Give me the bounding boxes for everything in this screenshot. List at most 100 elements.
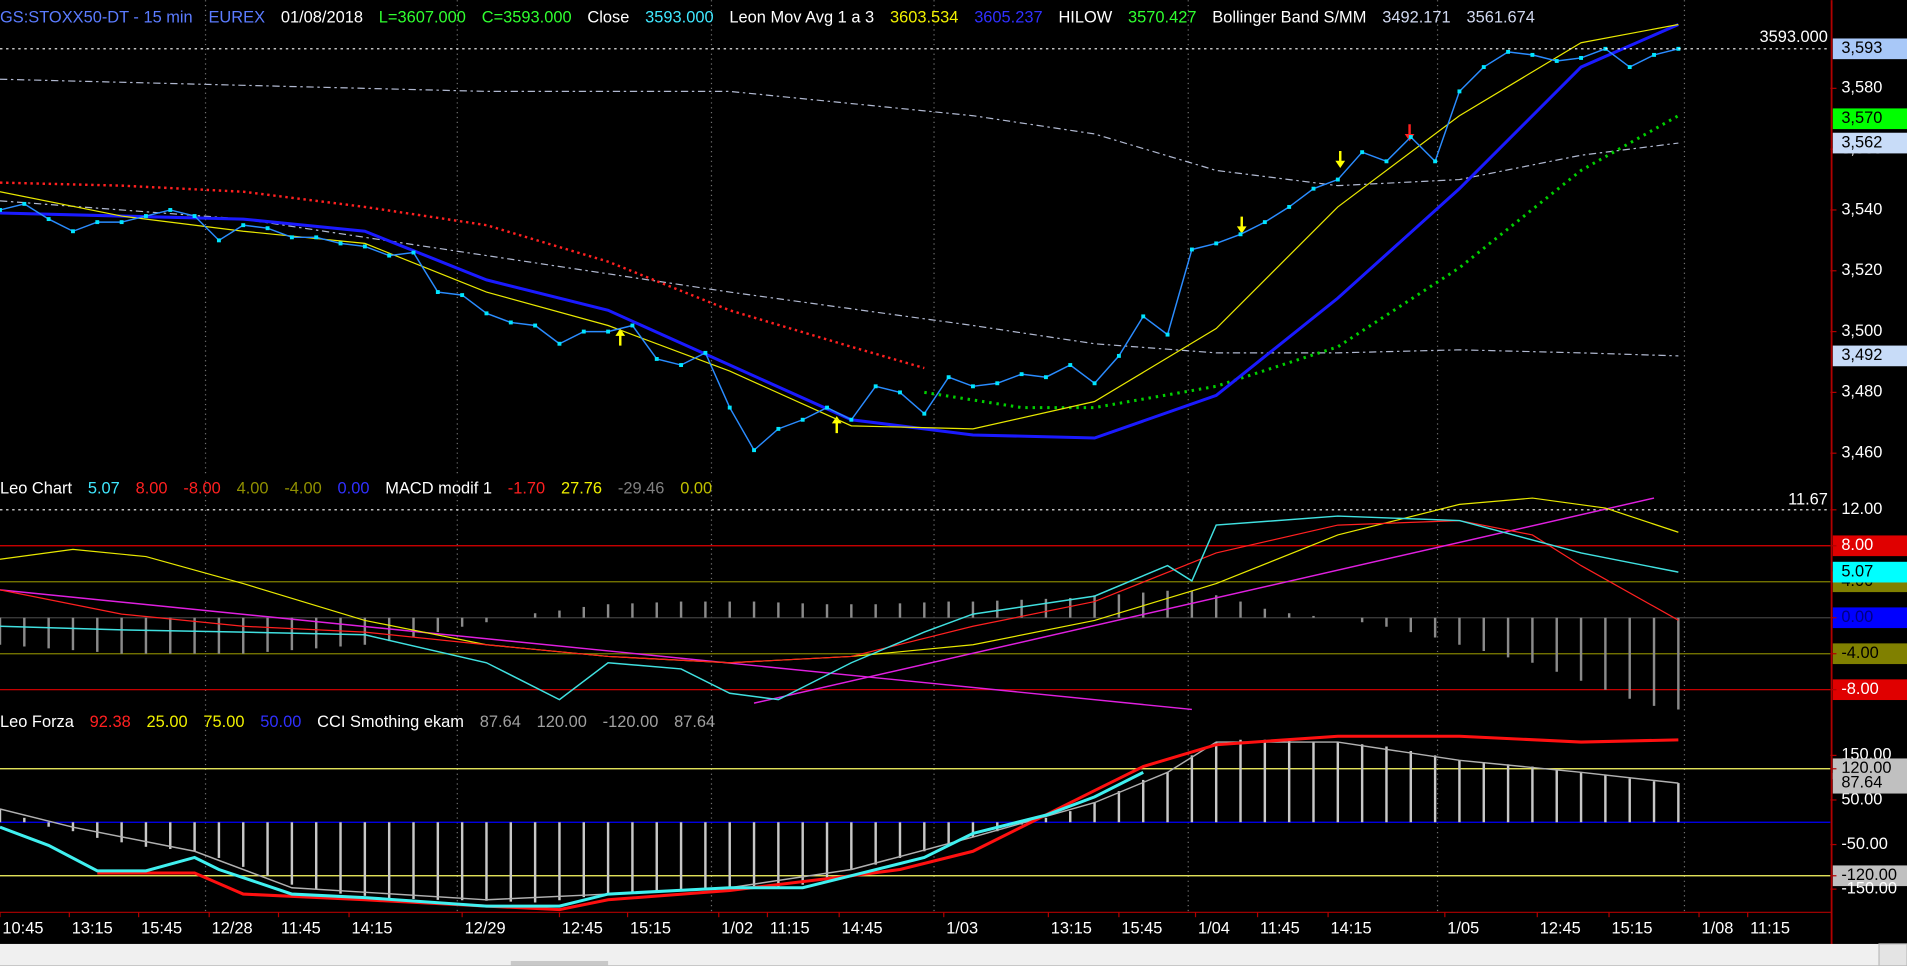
x-tick-label: 1/08	[1701, 920, 1733, 938]
data-point	[435, 290, 440, 295]
data-point	[338, 241, 343, 246]
data-point	[216, 238, 221, 243]
value-marker-label: 3,492	[1841, 346, 1882, 364]
y-tick-label: 3,520	[1841, 261, 1882, 279]
value-marker-bg	[1832, 561, 1907, 583]
sell-arrow	[1236, 216, 1247, 234]
pane	[0, 715, 1831, 913]
series-line	[0, 47, 1679, 452]
x-tick-label: 11:45	[281, 920, 321, 938]
header-text: -8.00	[183, 479, 220, 497]
header-text: 4.00	[237, 479, 269, 497]
scrollbar[interactable]	[0, 943, 1907, 966]
x-tick-label: 11:45	[1260, 920, 1300, 938]
y-tick-label: 3,580	[1841, 79, 1882, 97]
header-text: 75.00	[203, 713, 244, 731]
data-point	[362, 244, 367, 249]
data-point	[581, 329, 586, 334]
header-text: 01/08/2018	[281, 9, 363, 27]
data-point	[752, 448, 756, 453]
x-tick-label: 10:45	[2, 920, 43, 938]
header-text: Bollinger Band S/MM	[1212, 9, 1366, 27]
tick-label-bg	[1832, 643, 1907, 665]
tick-label-bg	[1832, 679, 1907, 701]
header-text: Leo Forza	[0, 713, 75, 731]
data-point	[1189, 247, 1194, 252]
x-tick-label: 13:15	[72, 920, 113, 938]
data-point	[1433, 159, 1438, 164]
pane	[0, 0, 1686, 475]
data-point	[314, 235, 319, 240]
header-text: L=3607.000	[379, 9, 466, 27]
data-point	[727, 405, 732, 410]
y-tick-label: 3,540	[1841, 200, 1882, 218]
data-point	[460, 293, 465, 298]
data-point	[557, 341, 562, 346]
data-point	[1141, 314, 1146, 319]
scrollbar-thumb[interactable]	[510, 960, 609, 966]
header-text: -120.00	[603, 713, 659, 731]
value-marker-bg	[1832, 108, 1907, 130]
data-point	[1506, 49, 1511, 54]
data-point	[1311, 186, 1316, 191]
y-tick-label: -50.00	[1841, 835, 1888, 853]
data-point	[679, 363, 684, 367]
data-point	[533, 323, 538, 328]
data-point	[1579, 55, 1584, 60]
data-point	[95, 220, 100, 225]
y-tick-label: 3,480	[1841, 383, 1882, 401]
data-point	[168, 208, 173, 212]
data-point	[606, 329, 611, 334]
x-tick-label: 1/05	[1447, 920, 1479, 938]
data-point	[0, 208, 2, 212]
y-tick-label: -120.00	[1841, 866, 1897, 884]
x-tick-label: 15:45	[141, 920, 182, 938]
value-marker-label: 5.07	[1841, 562, 1873, 580]
data-point	[1019, 372, 1024, 377]
header-text: 0.00	[680, 479, 712, 497]
data-point	[1116, 353, 1121, 358]
header-text: -1.70	[508, 479, 545, 497]
data-point	[143, 214, 148, 218]
data-point	[654, 357, 659, 361]
header-text: -4.00	[284, 479, 321, 497]
y-tick-label: 8.00	[1841, 536, 1873, 554]
y-tick-label: -150.00	[1841, 879, 1897, 897]
data-point	[265, 226, 270, 231]
tick-label-bg	[1832, 607, 1907, 629]
x-tick-label: 12/28	[212, 920, 253, 938]
series-line	[0, 770, 1144, 908]
data-point	[776, 426, 781, 431]
data-point	[946, 375, 951, 380]
data-point	[71, 229, 75, 234]
buy-arrow	[615, 328, 626, 346]
value-marker-label: 3,593	[1841, 39, 1882, 57]
x-tick-label: 14:15	[351, 920, 392, 938]
header-text: HILOW	[1058, 9, 1112, 27]
data-point	[849, 417, 854, 422]
header-text: 87.64	[674, 713, 715, 731]
data-point	[971, 384, 975, 389]
x-tick-label: 15:15	[630, 920, 671, 938]
series-line	[0, 589, 1192, 711]
series-line	[0, 200, 1679, 357]
data-point	[703, 350, 708, 355]
data-point	[1092, 381, 1097, 386]
data-point	[873, 384, 878, 389]
x-tick-label: 15:15	[1611, 920, 1652, 938]
data-point	[1627, 65, 1632, 70]
data-point	[1457, 89, 1462, 94]
data-point	[387, 253, 392, 258]
data-point	[46, 217, 51, 222]
header-text: GS:STOXX50-DT - 15 min	[0, 9, 193, 27]
scrollbar-button[interactable]	[1878, 943, 1907, 966]
data-point	[484, 311, 489, 316]
data-point	[1384, 159, 1389, 164]
header-text: CCI Smothing ekam	[317, 713, 464, 731]
header-text: 27.76	[561, 479, 602, 497]
x-tick-label: 1/04	[1198, 920, 1230, 938]
header-text: 3603.534	[890, 9, 958, 27]
data-point	[1530, 52, 1535, 57]
